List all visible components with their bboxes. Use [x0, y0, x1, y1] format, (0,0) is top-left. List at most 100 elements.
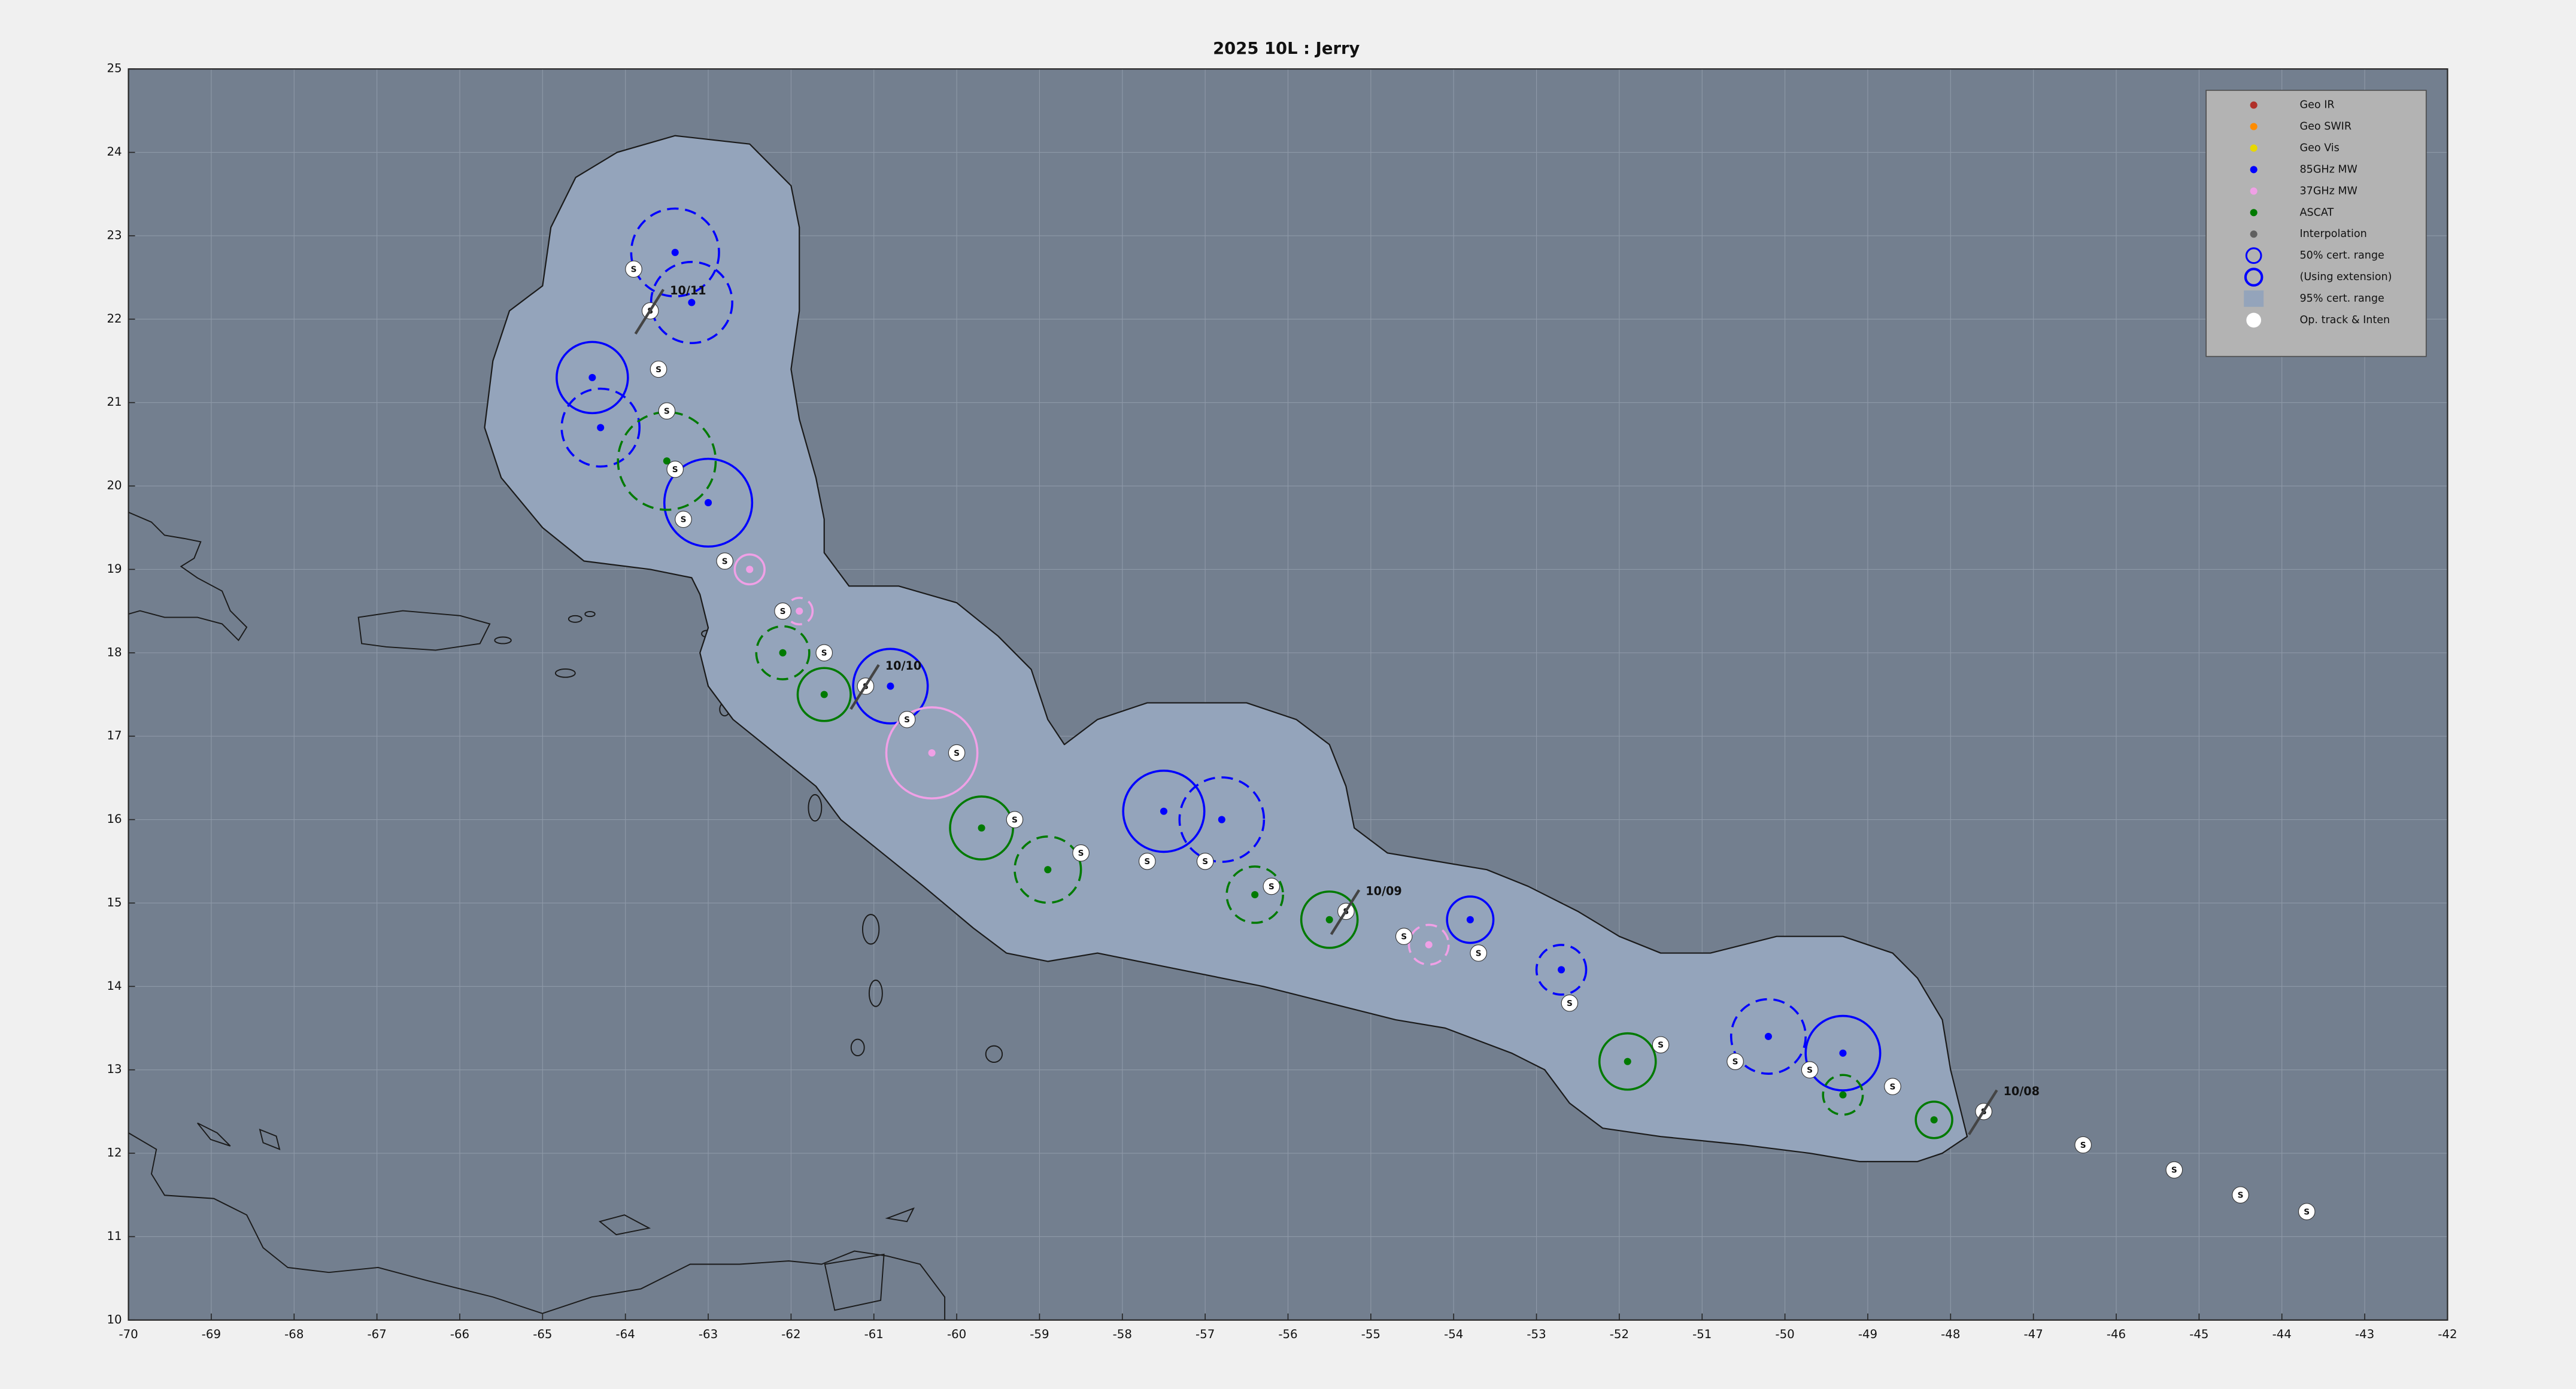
intensity-label: S	[2171, 1166, 2177, 1175]
track-point	[1263, 877, 1281, 895]
date-tick	[1330, 889, 1361, 935]
track-point	[898, 711, 916, 728]
track-point	[815, 644, 833, 662]
uncertainty-circle	[755, 625, 811, 680]
x-tick-label: -50	[1775, 1327, 1794, 1341]
y-tick-label: 18	[107, 645, 122, 659]
date-tick	[634, 288, 665, 335]
legend-marker	[2250, 230, 2258, 238]
intensity-label: S	[1807, 1065, 1813, 1075]
island	[850, 1038, 865, 1057]
x-tick-label: -48	[1941, 1327, 1960, 1341]
fix-point	[820, 691, 828, 698]
fix-point	[1044, 866, 1052, 874]
uncertainty-circle	[1178, 776, 1266, 863]
fix-point	[1839, 1049, 1847, 1057]
y-tick-label: 13	[107, 1062, 122, 1076]
uncertainty-circle	[617, 411, 717, 511]
fix-point	[1160, 807, 1168, 815]
intensity-label: S	[1269, 882, 1275, 892]
y-tick-label: 17	[107, 729, 122, 743]
x-tick-label: -47	[2024, 1327, 2043, 1341]
date-tick	[1968, 1089, 1998, 1135]
x-tick-label: -68	[284, 1327, 304, 1341]
intensity-label: S	[631, 265, 637, 275]
aruba-curacao	[197, 1122, 281, 1151]
track-point	[658, 402, 676, 420]
track-point	[650, 360, 667, 378]
y-tick-label: 24	[107, 145, 122, 159]
track-point	[2298, 1203, 2316, 1220]
date-label: 10/11	[670, 284, 706, 297]
hispaniola	[128, 512, 248, 642]
fix-point	[1930, 1116, 1938, 1124]
uncertainty-circle	[733, 553, 766, 586]
x-tick-label: -44	[2272, 1327, 2292, 1341]
fix-point	[779, 649, 787, 656]
fix-point	[796, 607, 803, 615]
x-tick-label: -65	[533, 1327, 552, 1341]
y-tick-label: 11	[107, 1229, 122, 1243]
intensity-label: S	[1567, 999, 1573, 1008]
fix-point	[1251, 890, 1259, 899]
legend-label: Op. track & Inten	[2299, 314, 2390, 326]
uncertainty-circle	[1804, 1014, 1882, 1092]
fix-point	[1764, 1032, 1772, 1040]
track-point	[1801, 1061, 1819, 1078]
legend-label: (Using extension)	[2299, 271, 2392, 283]
x-tick-label: -49	[1858, 1327, 1877, 1341]
track-point	[2074, 1136, 2092, 1154]
legend-marker	[2250, 123, 2258, 130]
x-tick-label: -61	[864, 1327, 884, 1341]
legend-label: ASCAT	[2299, 206, 2334, 218]
fix-point	[1558, 966, 1565, 974]
fix-point	[671, 248, 679, 256]
track-point	[1395, 928, 1413, 945]
y-tick-label: 25	[107, 62, 122, 75]
island	[494, 636, 512, 645]
intensity-label: S	[656, 365, 662, 375]
x-tick-label: -66	[450, 1327, 469, 1341]
intensity-label: S	[1401, 932, 1407, 941]
y-tick-label: 19	[107, 562, 122, 576]
island	[584, 610, 596, 618]
track-point	[1884, 1078, 1901, 1095]
track-point	[1561, 994, 1579, 1012]
legend-box	[2205, 90, 2427, 357]
x-tick-label: -53	[1527, 1327, 1546, 1341]
intensity-label: S	[1078, 849, 1084, 858]
uncertainty-circle	[1914, 1101, 1953, 1139]
x-tick-label: -69	[202, 1327, 221, 1341]
x-tick-label: -62	[781, 1327, 800, 1341]
uncertainty-circle	[1535, 944, 1588, 996]
legend-marker	[2244, 268, 2264, 287]
legend-label: Geo Vis	[2299, 142, 2339, 154]
track-point	[1196, 852, 1214, 870]
uncertainty-circle	[1446, 895, 1495, 944]
intensity-label: S	[2238, 1191, 2244, 1200]
legend-marker	[2246, 312, 2262, 328]
x-tick-label: -60	[947, 1327, 966, 1341]
fix-point	[1624, 1057, 1631, 1065]
x-tick-label: -70	[119, 1327, 138, 1341]
fix-point	[1218, 816, 1225, 823]
x-tick-label: -45	[2189, 1327, 2208, 1341]
legend-marker	[2250, 209, 2258, 217]
intensity-label: S	[1476, 949, 1482, 958]
y-tick-label: 22	[107, 312, 122, 326]
track-point	[774, 602, 791, 620]
uncertainty-circle	[560, 387, 641, 468]
fix-point	[978, 824, 985, 832]
legend-label: Geo SWIR	[2299, 121, 2352, 133]
legend-label: 95% cert. range	[2299, 293, 2384, 305]
y-tick-label: 15	[107, 895, 122, 909]
island	[985, 1045, 1003, 1063]
x-tick-label: -58	[1113, 1327, 1132, 1341]
track-point	[625, 260, 642, 278]
uncertainty-circle	[885, 706, 979, 800]
y-tick-label: 12	[107, 1146, 122, 1160]
intensity-label: S	[2080, 1141, 2086, 1150]
x-tick-label: -59	[1030, 1327, 1049, 1341]
intensity-label: S	[1012, 815, 1018, 825]
track-point	[1072, 844, 1090, 862]
